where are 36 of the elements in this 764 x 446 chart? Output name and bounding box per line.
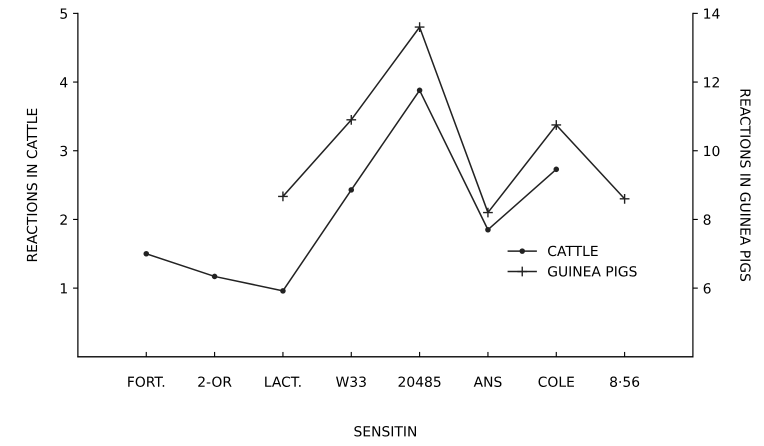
x-tick-label: W33	[336, 376, 366, 387]
y2-tick-label: 8	[704, 214, 711, 225]
x-tick-label: LACT.	[265, 376, 301, 387]
y-tick-label: 2	[60, 214, 67, 225]
y-tick-label: 5	[60, 8, 67, 19]
point	[416, 88, 422, 94]
x-tick-label: 2-OR	[198, 376, 232, 387]
y-tick-label: 3	[60, 146, 68, 156]
point	[482, 207, 494, 218]
point	[280, 288, 286, 294]
legend-label: GUINEA PIGS	[548, 266, 637, 277]
point	[277, 190, 288, 202]
y2-tick-label: 12	[704, 77, 719, 88]
point	[550, 119, 562, 131]
y-axis-title: REACTIONS IN CATTLE	[26, 108, 38, 262]
y2-tick-label: 14	[704, 8, 720, 19]
x-tick-label: COLE	[538, 376, 574, 387]
point	[485, 226, 491, 233]
y-tick-label: 4	[60, 77, 68, 88]
x-axis-title: SENSITIN	[354, 426, 416, 437]
point	[348, 187, 354, 193]
x-tick-label: 20485	[398, 376, 440, 387]
point	[414, 22, 426, 33]
point	[554, 166, 560, 172]
y2-axis-title: REACTIONS IN GUINEA PIGS	[740, 90, 751, 282]
point	[346, 114, 357, 126]
point	[212, 274, 218, 280]
point	[143, 250, 150, 257]
y2-tick-label: 6	[704, 283, 711, 294]
x-tick-label: 8·56	[610, 376, 640, 387]
x-tick-label: FORT.	[128, 376, 164, 387]
y2-tick-label: 10	[704, 146, 720, 156]
point	[619, 193, 630, 204]
legend-label: CATTLE	[548, 246, 598, 256]
y-tick-label: 1	[60, 283, 67, 294]
x-tick-label: ANS	[474, 376, 502, 387]
